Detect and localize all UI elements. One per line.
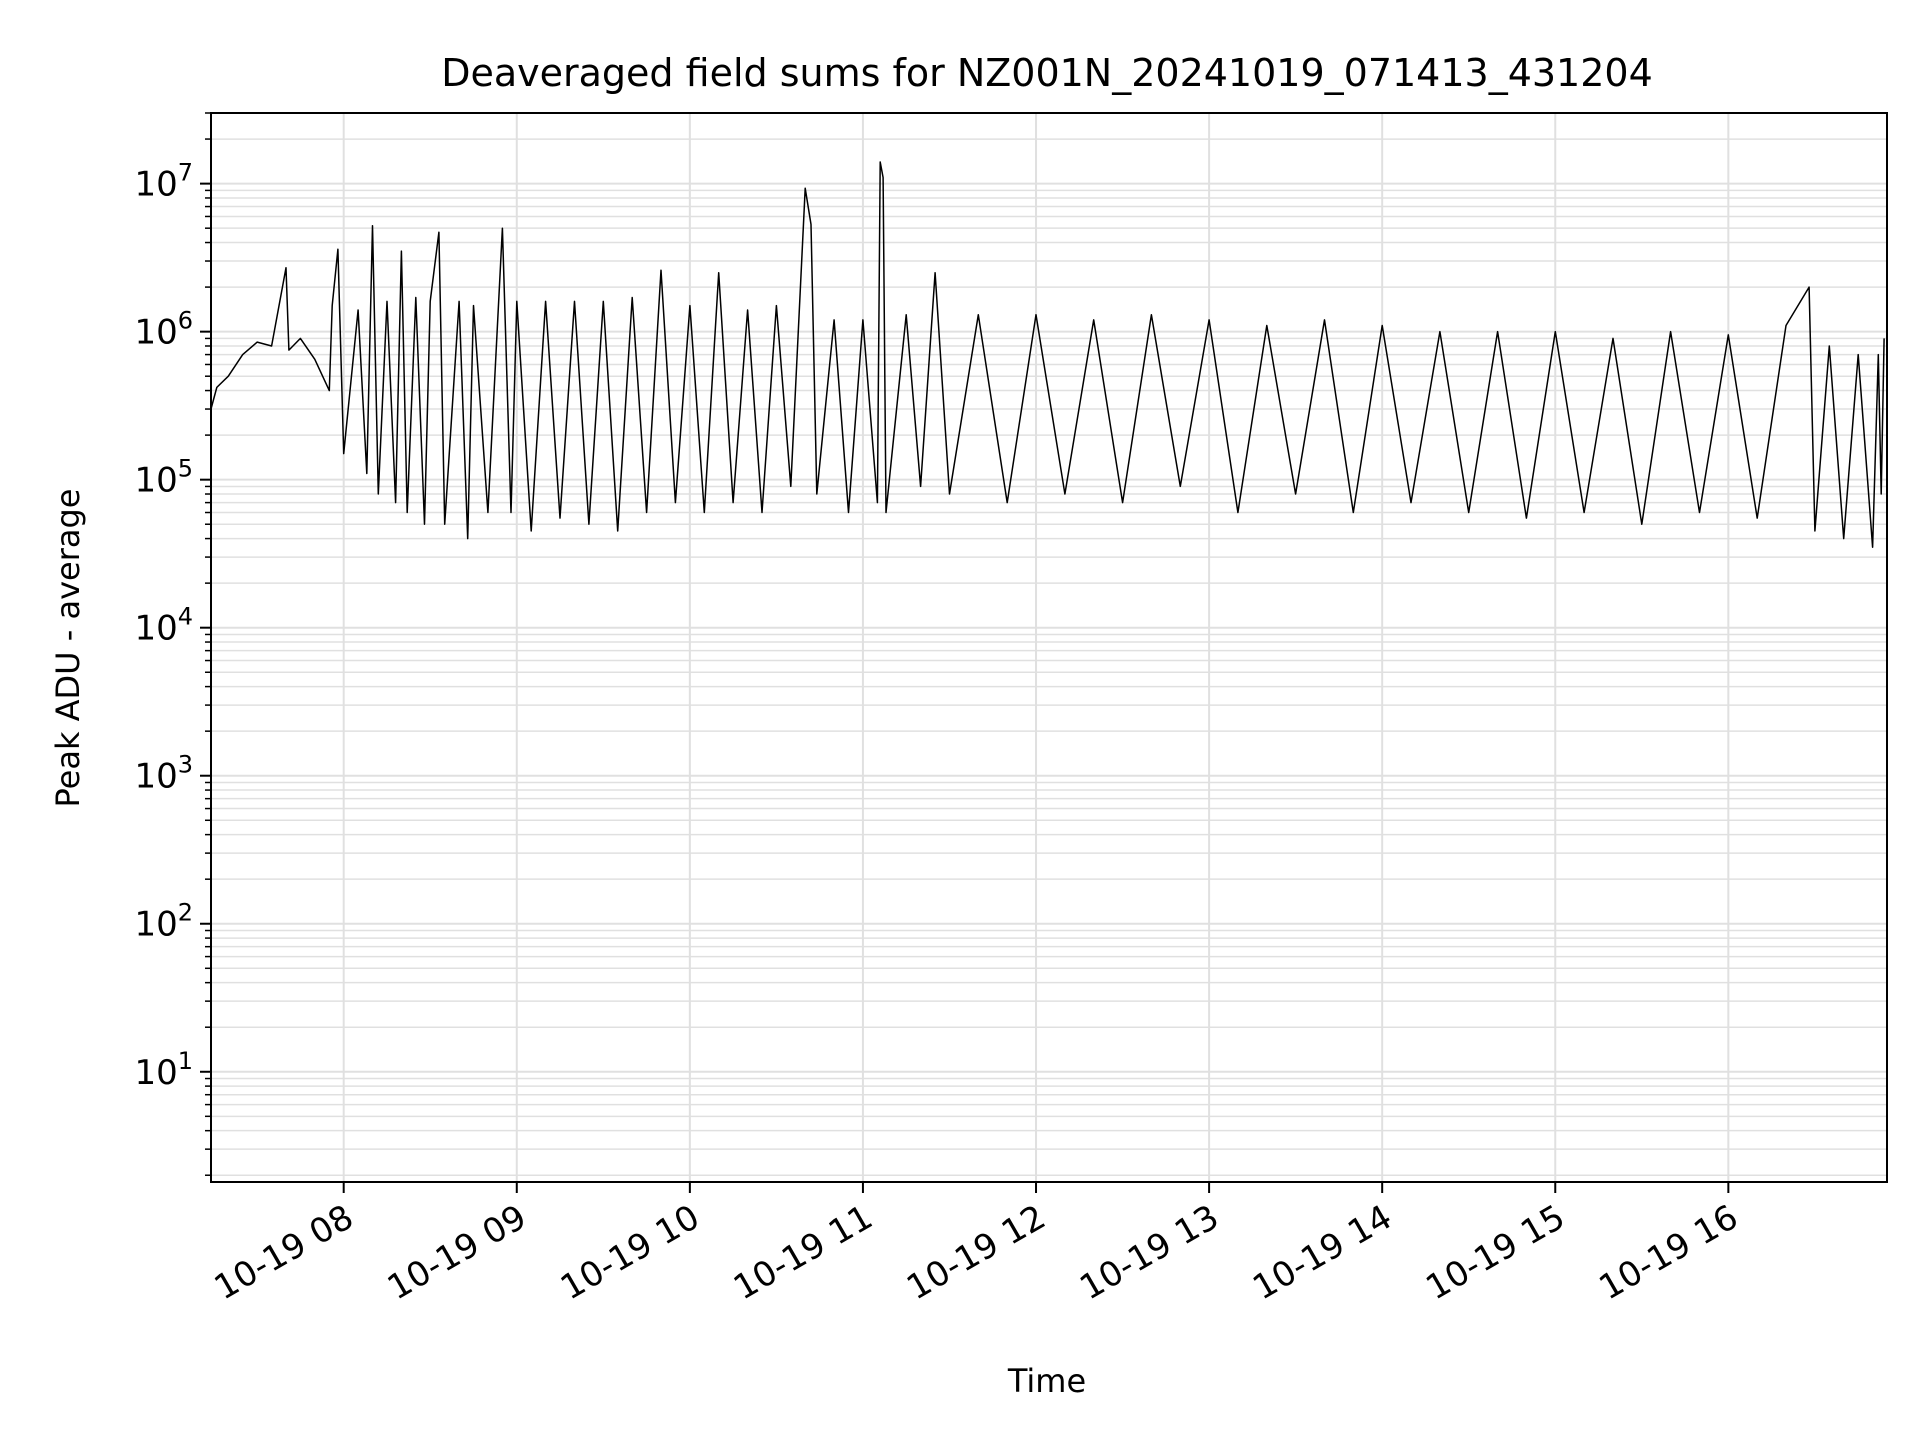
y-tick-label-exponent: 4 xyxy=(178,603,193,631)
y-tick-label-exponent: 5 xyxy=(178,455,193,483)
y-tick-label-exponent: 2 xyxy=(178,899,193,927)
y-tick-label-base: 10 xyxy=(134,609,177,649)
y-tick-label-base: 10 xyxy=(134,461,177,501)
series xyxy=(210,161,1885,548)
y-tick-label-exponent: 1 xyxy=(178,1047,193,1075)
chart-title: Deaveraged field sums for NZ001N_2024101… xyxy=(441,51,1653,95)
y-tick-label: 102 xyxy=(134,899,193,945)
y-tick-label: 101 xyxy=(134,1047,193,1093)
y-tick-label: 103 xyxy=(134,751,193,797)
series-line xyxy=(210,161,1885,548)
y-tick-label-base: 10 xyxy=(134,757,177,797)
y-tick-label-base: 10 xyxy=(134,313,177,353)
y-tick-label: 106 xyxy=(134,307,193,353)
y-tick-label-base: 10 xyxy=(134,905,177,945)
y-tick-label-exponent: 7 xyxy=(178,159,193,187)
y-tick-label-exponent: 6 xyxy=(178,307,193,335)
y-axis-label: Peak ADU - average xyxy=(49,489,87,808)
y-tick-label: 105 xyxy=(134,455,193,501)
y-tick-label: 107 xyxy=(134,159,193,205)
y-tick-label: 104 xyxy=(134,603,193,649)
y-tick-label-exponent: 3 xyxy=(178,751,193,779)
plot-frame xyxy=(210,112,1888,1183)
y-tick-label-base: 10 xyxy=(134,1053,177,1093)
y-tick-label-base: 10 xyxy=(134,165,177,205)
x-axis-label: Time xyxy=(1007,1362,1086,1400)
